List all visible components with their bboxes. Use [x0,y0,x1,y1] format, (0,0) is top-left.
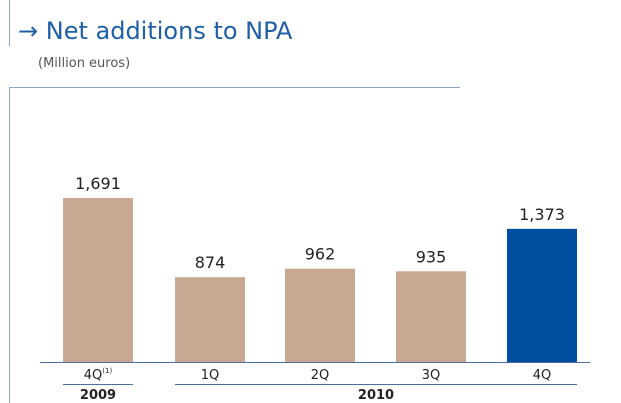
value-label: 962 [305,245,336,264]
group-label: 2009 [80,388,116,403]
category-label: 3Q [422,368,441,383]
value-label: 874 [195,253,226,272]
value-label: 1,691 [75,174,121,193]
x-tick-label: 4Q [533,368,552,383]
x-tick-label: 3Q [422,368,441,383]
x-tick-label: 1Q [201,368,220,383]
bar [396,271,466,362]
chart-title: → Net additions to NPA [18,17,293,45]
category-label: 2Q [311,368,330,383]
category-label: 4Q [533,368,552,383]
value-label: 935 [416,247,447,266]
bar [175,277,245,362]
category-superscript: (1) [102,367,112,375]
bar [285,268,355,362]
x-tick-label: 4Q(1) [84,367,113,383]
category-label: 4Q [84,368,103,383]
bar [63,198,133,362]
category-label: 1Q [201,368,220,383]
group-label: 2010 [358,388,394,403]
chart-subtitle: (Million euros) [38,56,130,71]
bar [507,228,577,362]
x-tick-label: 2Q [311,368,330,383]
value-label: 1,373 [519,205,565,224]
